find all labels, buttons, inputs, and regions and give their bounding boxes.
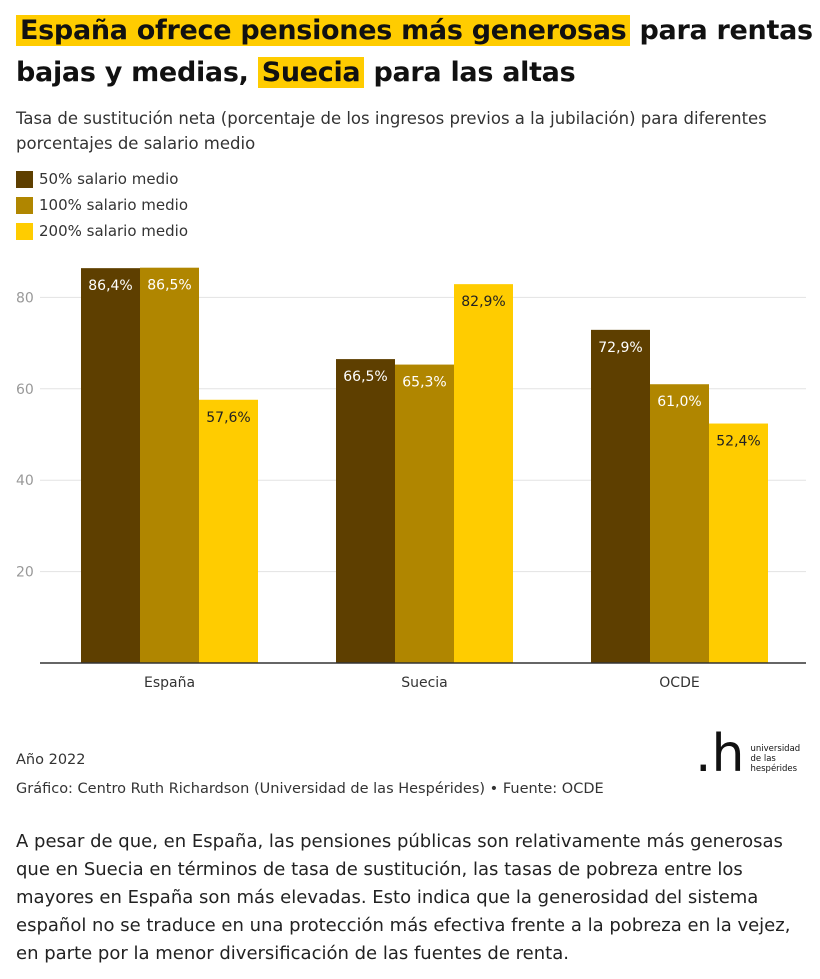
x-tick-label: Suecia bbox=[401, 675, 448, 691]
legend-swatch bbox=[16, 196, 33, 214]
data-label: 65,3% bbox=[402, 375, 446, 391]
bar bbox=[454, 284, 513, 663]
bar-chart: 20 40 60 80 86,4% 86,5% 57,6% España 66,5% 65,3% 8… bbox=[16, 267, 806, 691]
body-paragraph: A pesar de que, en España, las pensiones… bbox=[16, 831, 791, 964]
data-label: 61,0% bbox=[657, 394, 701, 410]
data-label: 72,9% bbox=[598, 340, 642, 356]
title-text-end: para las altas bbox=[373, 57, 576, 88]
year-note: Año 2022 bbox=[16, 752, 86, 768]
legend-label: 200% salario medio bbox=[39, 222, 189, 240]
chart-subtitle: Tasa de sustitución neta (porcentaje de … bbox=[16, 109, 767, 153]
legend-label: 50% salario medio bbox=[39, 170, 179, 188]
y-tick-label: 80 bbox=[16, 290, 34, 306]
bar bbox=[591, 329, 650, 663]
x-tick-label: España bbox=[144, 675, 195, 691]
legend-item: 50% salario medio bbox=[16, 166, 188, 192]
data-label: 86,5% bbox=[147, 278, 191, 294]
university-logo: .h universidad de las hespérides bbox=[695, 724, 801, 784]
y-tick-label: 20 bbox=[16, 565, 34, 581]
credit-note: Gráfico: Centro Ruth Richardson (Univers… bbox=[16, 781, 604, 797]
title-highlight-espana: España ofrece pensiones más generosas bbox=[16, 15, 631, 46]
bar bbox=[395, 364, 454, 663]
title-highlight-suecia: Suecia bbox=[257, 57, 365, 88]
bar bbox=[199, 399, 258, 663]
legend-swatch bbox=[16, 170, 33, 188]
data-label: 57,6% bbox=[206, 410, 250, 426]
legend-item: 200% salario medio bbox=[16, 218, 188, 244]
y-tick-label: 60 bbox=[16, 382, 34, 398]
data-label: 52,4% bbox=[716, 434, 760, 450]
legend-label: 100% salario medio bbox=[39, 196, 189, 214]
legend-item: 100% salario medio bbox=[16, 192, 188, 218]
title-text: para rentas bajas y medias, bbox=[16, 15, 813, 88]
data-label: 82,9% bbox=[461, 294, 505, 310]
bar bbox=[650, 384, 709, 663]
y-tick-label: 40 bbox=[16, 473, 34, 489]
bar bbox=[81, 268, 140, 663]
bar bbox=[140, 267, 199, 663]
bar bbox=[709, 423, 768, 663]
bar bbox=[336, 359, 395, 663]
legend-swatch bbox=[16, 222, 33, 240]
x-tick-label: OCDE bbox=[659, 675, 699, 691]
chart-title: España ofrece pensiones más generosas pa… bbox=[16, 10, 816, 94]
legend: 50% salario medio 100% salario medio 200… bbox=[16, 166, 188, 244]
data-label: 86,4% bbox=[88, 278, 132, 294]
data-label: 66,5% bbox=[343, 369, 387, 385]
